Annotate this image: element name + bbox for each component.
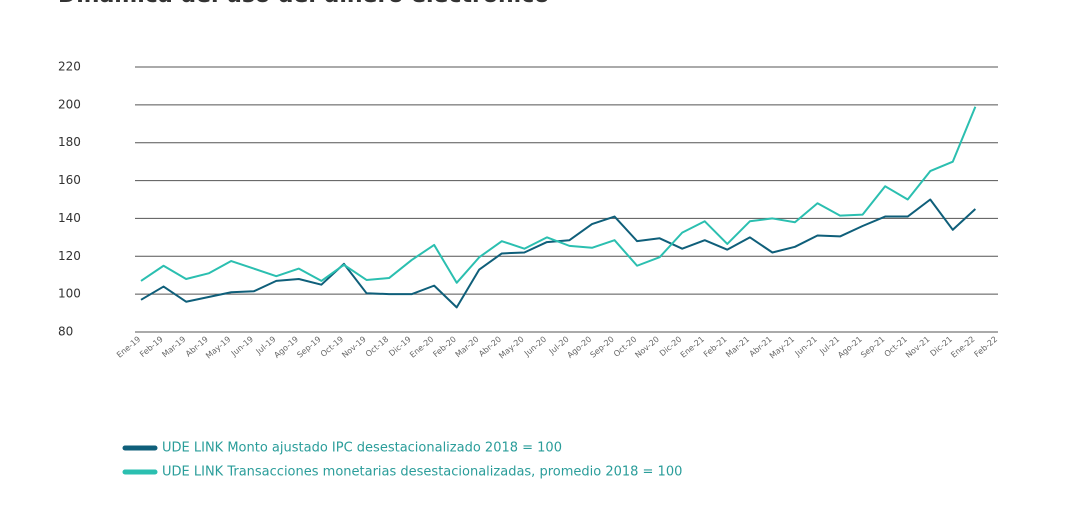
y-tick-label: 140 [58, 211, 81, 225]
x-tick-label: Nov-21 [904, 335, 932, 360]
y-tick-label: 200 [58, 97, 81, 111]
x-tick-label: Ene-20 [408, 335, 435, 360]
x-tick-label: May-20 [497, 335, 525, 361]
y-tick-label: 120 [58, 249, 81, 263]
y-tick-label: 100 [58, 287, 81, 301]
x-tick-label: Mar-21 [724, 335, 751, 360]
x-tick-label: Sep-21 [859, 335, 886, 360]
x-tick-label: Feb-20 [431, 335, 458, 359]
x-tick-label: Oct-18 [364, 335, 390, 359]
legend-label: UDE LINK Monto ajustado IPC desestaciona… [162, 441, 562, 456]
x-tick-label: Mar-19 [160, 335, 187, 360]
y-tick-label: 220 [58, 60, 81, 74]
x-tick-label: Ene-21 [679, 335, 706, 360]
y-tick-label: 80 [58, 325, 73, 339]
y-tick-label: 180 [58, 135, 81, 149]
legend-label: UDE LINK Transacciones monetarias desest… [162, 465, 682, 480]
x-tick-label: Feb-22 [973, 335, 1000, 359]
x-tick-label: Mar-20 [454, 335, 481, 360]
x-tick-label: Sep-19 [295, 335, 322, 360]
x-tick-label: Ago-20 [566, 335, 594, 360]
x-tick-label: Nov-19 [340, 335, 368, 360]
series-line [140, 106, 977, 284]
x-tick-label: May-21 [768, 335, 796, 361]
x-tick-label: Sep-20 [588, 335, 615, 360]
x-tick-label: Nov-20 [633, 335, 661, 360]
x-tick-label: Jun-19 [229, 335, 255, 359]
chart-title: Dinámica del uso del dinero electrónico [58, 0, 549, 8]
x-tick-label: Ago-21 [836, 335, 864, 360]
x-tick-label: Jun-21 [793, 335, 819, 359]
y-tick-label: 160 [58, 173, 81, 187]
x-tick-label: Ene-19 [115, 335, 142, 360]
x-tick-label: Ago-19 [272, 335, 300, 360]
x-tick-label: May-19 [204, 335, 232, 361]
x-tick-label: Feb-19 [138, 335, 165, 359]
x-tick-label: Jun-20 [522, 335, 548, 359]
x-tick-label: Feb-21 [702, 335, 729, 359]
x-tick-label: Ene-22 [949, 335, 976, 360]
